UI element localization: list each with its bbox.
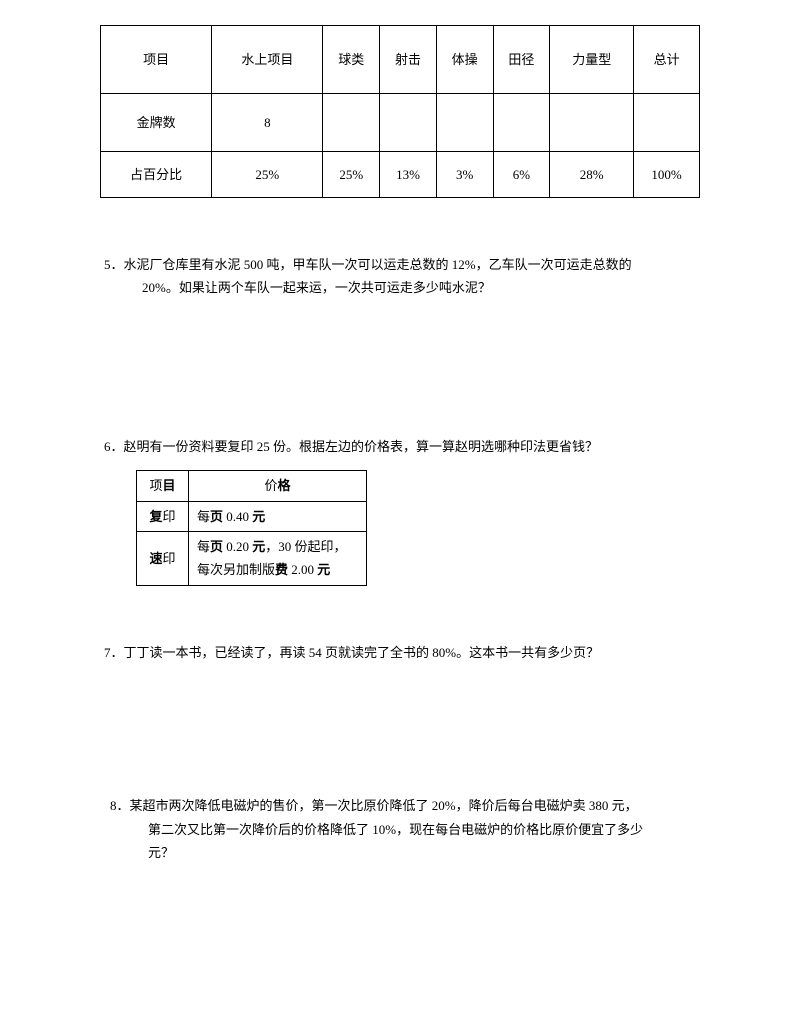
medal-percent-cell: 3% <box>436 152 493 198</box>
medal-header-cell: 总计 <box>634 26 700 94</box>
medal-table: 项目 水上项目 球类 射击 体操 田径 力量型 总计 金牌数 8 占百分比 25… <box>100 25 700 198</box>
price-header-price: 价格 <box>189 471 367 501</box>
medal-percent-cell: 25% <box>212 152 323 198</box>
medal-header-cell: 射击 <box>380 26 437 94</box>
medal-count-cell <box>323 94 380 152</box>
price-table-row-fast: 速印 每页 0.20 元，30 份起印， 每次另加制版费 2.00 元 <box>137 531 367 585</box>
medal-count-cell <box>550 94 634 152</box>
medal-table-header-row: 项目 水上项目 球类 射击 体操 田径 力量型 总计 <box>101 26 700 94</box>
price-value-copy: 每页 0.40 元 <box>189 501 367 531</box>
question-5-line2: 20%。如果让两个车队一起来运，一次共可运走多少吨水泥？ <box>100 276 700 299</box>
question-5: 5．水泥厂仓库里有水泥 500 吨，甲车队一次可以运走总数的 12%，乙车队一次… <box>100 253 700 300</box>
medal-count-cell <box>436 94 493 152</box>
question-7-text: 7．丁丁读一本书，已经读了，再读 54 页就读完了全书的 80%。这本书一共有多… <box>100 641 700 664</box>
medal-percent-cell: 100% <box>634 152 700 198</box>
question-6-text: 6．赵明有一份资料要复印 25 份。根据左边的价格表，算一算赵明选哪种印法更省钱… <box>100 435 700 458</box>
price-method-copy: 复印 <box>137 501 189 531</box>
medal-table-percent-row: 占百分比 25% 25% 13% 3% 6% 28% 100% <box>101 152 700 198</box>
medal-count-cell <box>634 94 700 152</box>
medal-count-cell <box>493 94 550 152</box>
medal-count-cell <box>380 94 437 152</box>
medal-percent-cell: 13% <box>380 152 437 198</box>
medal-percent-cell: 28% <box>550 152 634 198</box>
medal-header-cell: 球类 <box>323 26 380 94</box>
price-value-fast: 每页 0.20 元，30 份起印， 每次另加制版费 2.00 元 <box>189 531 367 585</box>
question-5-line1: 5．水泥厂仓库里有水泥 500 吨，甲车队一次可以运走总数的 12%，乙车队一次… <box>100 253 700 276</box>
medal-percent-label: 占百分比 <box>101 152 212 198</box>
medal-count-cell: 8 <box>212 94 323 152</box>
price-method-fast: 速印 <box>137 531 189 585</box>
price-table: 项目 价格 复印 每页 0.40 元 速印 每页 0.20 元，30 份起印， … <box>136 470 367 586</box>
medal-header-cell: 田径 <box>493 26 550 94</box>
medal-table-count-row: 金牌数 8 <box>101 94 700 152</box>
medal-percent-cell: 25% <box>323 152 380 198</box>
question-8: 8．某超市两次降低电磁炉的售价，第一次比原价降低了 20%，降价后每台电磁炉卖 … <box>100 794 700 864</box>
question-8-line3: 元？ <box>100 841 700 864</box>
medal-percent-cell: 6% <box>493 152 550 198</box>
question-8-line1: 8．某超市两次降低电磁炉的售价，第一次比原价降低了 20%，降价后每台电磁炉卖 … <box>100 794 700 817</box>
medal-header-cell: 水上项目 <box>212 26 323 94</box>
question-7: 7．丁丁读一本书，已经读了，再读 54 页就读完了全书的 80%。这本书一共有多… <box>100 641 700 664</box>
price-table-header: 项目 价格 <box>137 471 367 501</box>
price-table-row-copy: 复印 每页 0.40 元 <box>137 501 367 531</box>
question-8-line2: 第二次又比第一次降价后的价格降低了 10%，现在每台电磁炉的价格比原价便宜了多少 <box>100 818 700 841</box>
medal-header-cell: 项目 <box>101 26 212 94</box>
question-6: 6．赵明有一份资料要复印 25 份。根据左边的价格表，算一算赵明选哪种印法更省钱… <box>100 435 700 586</box>
price-header-method: 项目 <box>137 471 189 501</box>
medal-header-cell: 力量型 <box>550 26 634 94</box>
medal-count-label: 金牌数 <box>101 94 212 152</box>
medal-header-cell: 体操 <box>436 26 493 94</box>
